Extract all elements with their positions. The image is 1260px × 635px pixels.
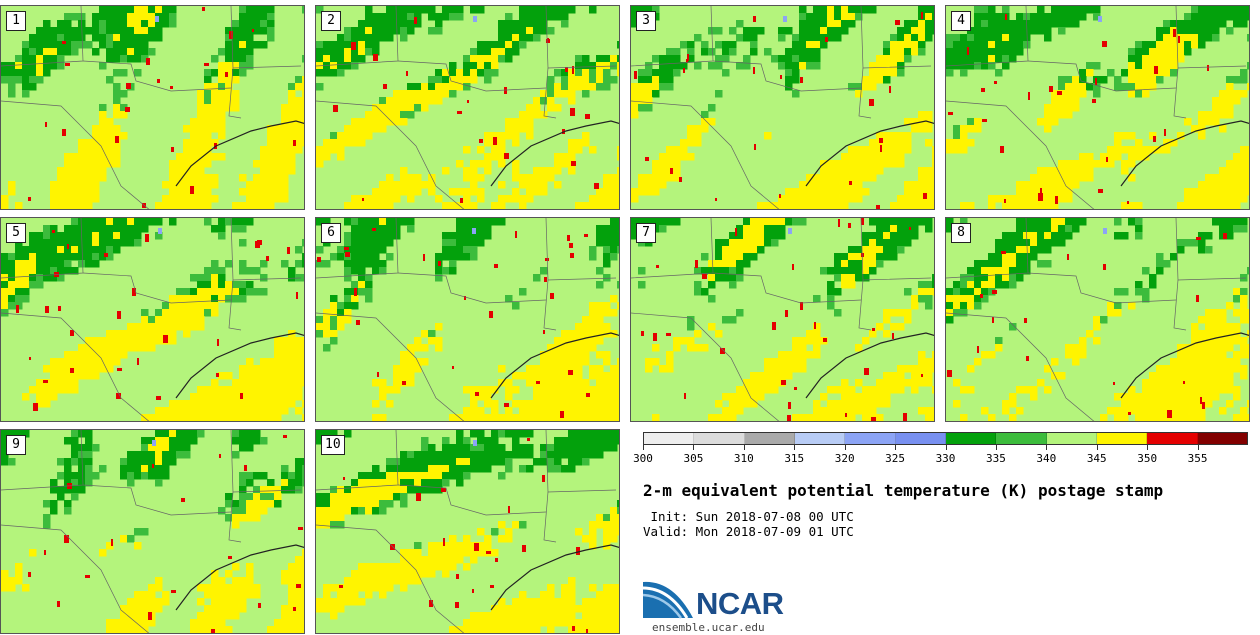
colorbar-segment bbox=[845, 433, 896, 444]
postage-stamp-map: 6 bbox=[315, 217, 620, 422]
colorbar bbox=[643, 432, 1248, 445]
stamp-number-label: 5 bbox=[6, 223, 26, 243]
colorbar-segment bbox=[644, 433, 695, 444]
colorbar-tick-label: 325 bbox=[885, 452, 906, 465]
postage-stamp-map: 8 bbox=[945, 217, 1250, 422]
colorbar-tick bbox=[895, 445, 897, 450]
colorbar-tick-label: 335 bbox=[985, 452, 1006, 465]
postage-stamp-map: 5 bbox=[0, 217, 305, 422]
colorbar-segment bbox=[1096, 433, 1148, 444]
colorbar-tick bbox=[643, 445, 644, 450]
colorbar-tick-label: 355 bbox=[1187, 452, 1208, 465]
ncar-logo-text: NCAR bbox=[696, 586, 784, 621]
colorbar-tick bbox=[743, 445, 745, 450]
postage-stamp-map: 4 bbox=[945, 5, 1250, 210]
postage-stamp-map: 10 bbox=[315, 429, 620, 634]
colorbar-segment bbox=[794, 433, 846, 444]
theta-e-field bbox=[1, 430, 304, 633]
colorbar-tick bbox=[1046, 445, 1048, 450]
colorbar-tick-label: 330 bbox=[935, 452, 956, 465]
colorbar-tick bbox=[1096, 445, 1098, 450]
colorbar-tick bbox=[844, 445, 846, 450]
stamp-number-label: 2 bbox=[321, 11, 341, 31]
colorbar-tick bbox=[995, 445, 997, 450]
plot-title: 2-m equivalent potential temperature (K)… bbox=[643, 481, 1164, 500]
colorbar-tick-labels: 300 305 310 315 320 325 330 335 340 345 350 355 bbox=[633, 445, 1248, 465]
colorbar-segment bbox=[1147, 433, 1198, 444]
postage-stamp-map: 2 bbox=[315, 5, 620, 210]
theta-e-field bbox=[946, 6, 1249, 209]
website-url: ensemble.ucar.edu bbox=[652, 621, 765, 634]
theta-e-field bbox=[316, 430, 619, 633]
stamp-number-label: 9 bbox=[6, 435, 26, 455]
colorbar-segment bbox=[996, 433, 1047, 444]
colorbar-tick-label: 305 bbox=[683, 452, 704, 465]
theta-e-field bbox=[1, 6, 304, 209]
theta-e-field bbox=[631, 218, 934, 421]
colorbar-tick bbox=[693, 445, 695, 450]
colorbar-tick-label: 315 bbox=[784, 452, 805, 465]
stamp-number-label: 10 bbox=[321, 435, 345, 455]
theta-e-field bbox=[946, 218, 1249, 421]
theta-e-field bbox=[1, 218, 304, 421]
colorbar-tick-label: 350 bbox=[1137, 452, 1158, 465]
colorbar-tick bbox=[1197, 445, 1199, 450]
colorbar-segment bbox=[945, 433, 997, 444]
postage-stamp-map: 3 bbox=[630, 5, 935, 210]
postage-stamp-map: 9 bbox=[0, 429, 305, 634]
colorbar-segment bbox=[694, 433, 745, 444]
stamp-number-label: 4 bbox=[951, 11, 971, 31]
theta-e-field bbox=[316, 218, 619, 421]
colorbar-segment bbox=[895, 433, 946, 444]
colorbar-segment bbox=[1197, 433, 1247, 444]
valid-time: Valid: Mon 2018-07-09 01 UTC bbox=[643, 524, 854, 539]
stamp-number-label: 3 bbox=[636, 11, 656, 31]
colorbar-segment bbox=[1046, 433, 1097, 444]
postage-stamp-map: 7 bbox=[630, 217, 935, 422]
theta-e-field bbox=[631, 6, 934, 209]
colorbar-tick-label: 310 bbox=[733, 452, 754, 465]
theta-e-field bbox=[316, 6, 619, 209]
colorbar-tick-label: 340 bbox=[1036, 452, 1057, 465]
colorbar-tick-label: 300 bbox=[633, 452, 653, 465]
init-time: Init: Sun 2018-07-08 00 UTC bbox=[643, 509, 854, 524]
stamp-number-label: 7 bbox=[636, 223, 656, 243]
colorbar-tick bbox=[1147, 445, 1149, 450]
colorbar-tick-label: 345 bbox=[1086, 452, 1107, 465]
stamp-number-label: 6 bbox=[321, 223, 341, 243]
ncar-logo-icon bbox=[643, 581, 693, 619]
colorbar-segment bbox=[744, 433, 795, 444]
colorbar-tick bbox=[794, 445, 796, 450]
colorbar-tick-label: 320 bbox=[834, 452, 855, 465]
postage-stamp-map: 1 bbox=[0, 5, 305, 210]
colorbar-tick bbox=[945, 445, 947, 450]
stamp-number-label: 8 bbox=[951, 223, 971, 243]
stamp-number-label: 1 bbox=[6, 11, 26, 31]
